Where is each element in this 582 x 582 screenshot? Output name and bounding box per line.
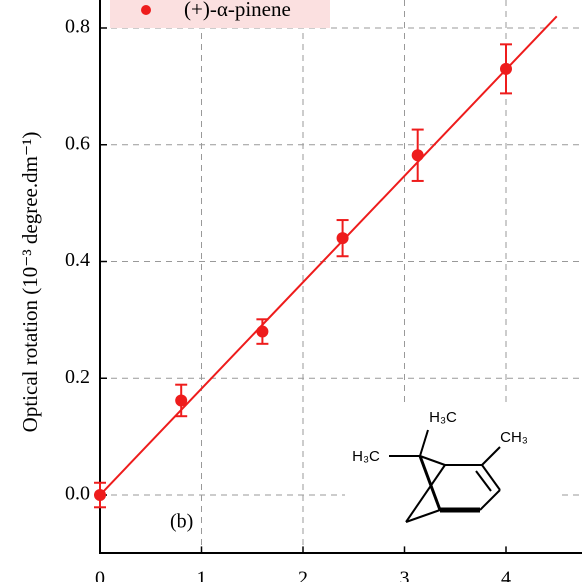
y-axis-label: Optical rotation (10⁻³ degree.dm⁻¹)	[18, 132, 42, 433]
molecule-structure	[389, 429, 501, 523]
legend-label: (+)-α-pinene	[184, 0, 291, 21]
y-tick-label: 0.6	[65, 132, 90, 154]
point	[411, 149, 424, 162]
point	[336, 232, 349, 245]
y-tick-label: 0.4	[65, 249, 90, 271]
x-tick-label: 0	[95, 568, 105, 582]
molecule-label: H₃C	[352, 448, 380, 465]
molecule-label: CH₃	[500, 429, 528, 446]
x-tick-label: 2	[298, 568, 308, 582]
x-tick-label: 3	[400, 568, 410, 582]
molecule-inset: H₃C CH₃ H₃C	[345, 405, 557, 545]
inset-background	[345, 405, 557, 545]
y-tick-label: 0.8	[65, 16, 90, 38]
point	[175, 394, 188, 407]
x-tick-label: 4	[501, 568, 511, 582]
legend-marker	[141, 5, 151, 15]
point	[500, 62, 512, 75]
molecule-label: H₃C	[429, 409, 457, 426]
point	[256, 325, 269, 338]
y-tick-label: 0.2	[65, 366, 90, 388]
point	[94, 489, 106, 502]
y-tick-label: 0.0	[65, 483, 90, 505]
x-tick-label: 1	[197, 568, 207, 582]
annotation: (b)	[170, 511, 193, 533]
